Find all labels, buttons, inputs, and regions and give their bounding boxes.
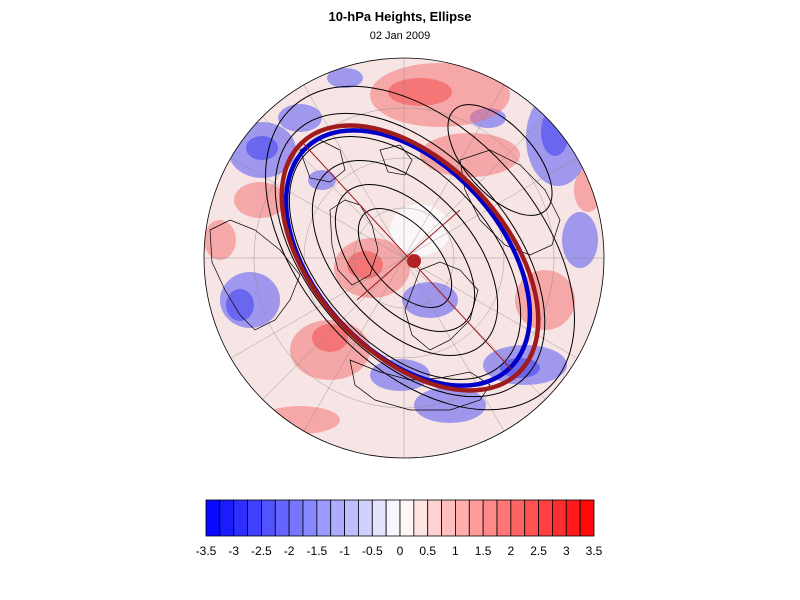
colorbar-box (219, 499, 235, 537)
colorbar-box (413, 499, 429, 537)
colorbar-box (455, 499, 470, 537)
colorbar-box (261, 499, 276, 537)
colorbar-box (302, 499, 318, 537)
colorbar-box (468, 499, 484, 537)
colorbar-box (524, 499, 539, 537)
colorbar-box (385, 499, 401, 537)
colorbar-label: -1.5 (306, 544, 328, 558)
colorbar-label: -3 (228, 544, 240, 558)
colorbar-box (274, 499, 290, 537)
colorbar-box (358, 499, 373, 537)
colorbar-label: 3 (562, 544, 570, 558)
colorbar-labels: -3.5 -3 -2.5 -2 -1.5 -1 -0.5 0 0.5 1 1.5 2 2.5 3 3.5 (0, 544, 800, 560)
colorbar-label: 0.5 (419, 544, 437, 558)
colorbar-label: 1.5 (474, 544, 492, 558)
colorbar-box (579, 499, 595, 537)
colorbar-box (441, 499, 456, 537)
map-subtitle: 02 Jan 2009 (369, 30, 431, 42)
colorbar-label: 1 (452, 544, 459, 558)
colorbar-box (496, 499, 512, 537)
minor-axis (356, 209, 461, 301)
colorbar-box (344, 499, 359, 537)
colorbar-label: -1 (339, 544, 350, 558)
colorbar-box (330, 499, 345, 537)
colorbar-label: -2 (283, 544, 295, 558)
colorbar-box (247, 499, 262, 537)
colorbar (205, 499, 595, 537)
colorbar-label: -2.5 (251, 544, 272, 558)
colorbar-box (399, 499, 415, 537)
colorbar-label: -0.5 (361, 544, 383, 558)
colorbar-box (482, 499, 498, 537)
colorbar-box (552, 499, 567, 537)
colorbar-box (565, 499, 581, 537)
colorbar-label: -3.5 (195, 544, 217, 558)
height-contours (265, 85, 575, 411)
colorbar-label: 2.5 (530, 544, 547, 558)
ellipse-center-marker (407, 254, 421, 268)
map-border (203, 57, 605, 459)
colorbar-box (427, 499, 442, 537)
anomaly-field (204, 58, 604, 458)
colorbar-label: 3.5 (585, 544, 603, 558)
colorbar-label: 2 (507, 544, 515, 558)
colorbar-label: 0 (396, 544, 404, 558)
colorbar-box (233, 499, 248, 537)
colorbar-box (316, 499, 332, 537)
colorbar-box (205, 499, 221, 537)
colorbar-box (510, 499, 526, 537)
colorbar-box (371, 499, 387, 537)
colorbar-box (538, 499, 553, 537)
colorbar-box (288, 499, 304, 537)
map-title: 10-hPa Heights, Ellipse (328, 9, 472, 24)
